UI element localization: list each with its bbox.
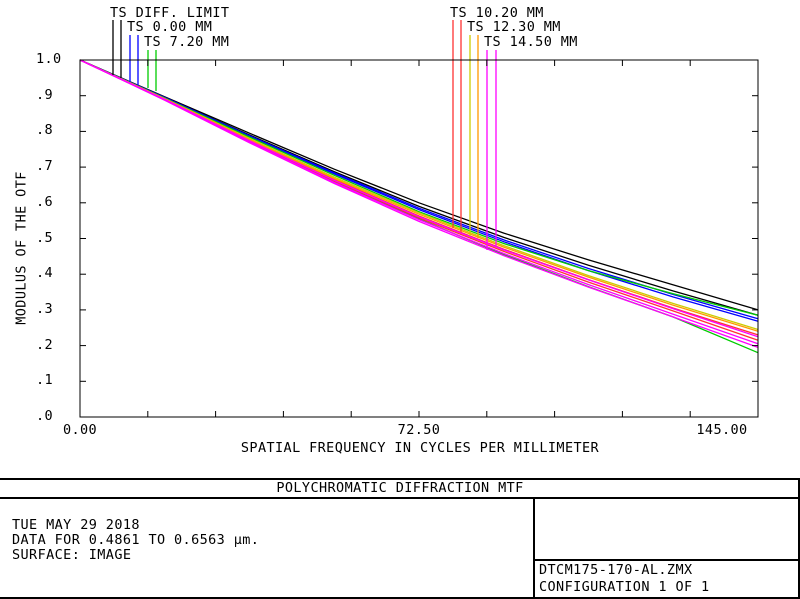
y-tick-label: 1.0 <box>36 51 62 67</box>
legend-label-ts-7: TS 7.20 MM <box>144 34 230 50</box>
y-tick-label: .4 <box>36 265 54 282</box>
chart-title: POLYCHROMATIC DIFFRACTION MTF <box>276 480 524 496</box>
mtf-curve-3 <box>79 59 759 322</box>
x-tick-label-145: 145.00 <box>696 422 748 438</box>
frame-line-bottom <box>0 597 800 599</box>
frame-line-divider <box>533 499 535 599</box>
wavelength-range-text: DATA FOR 0.4861 TO 0.6563 μm. <box>12 532 260 548</box>
y-tick-label: .0 <box>36 408 54 424</box>
x-tick-label-0: 0.00 <box>62 422 98 438</box>
y-tick-label: .9 <box>36 86 54 103</box>
y-tick-label: .3 <box>36 300 54 317</box>
frame-line-top <box>0 478 800 480</box>
mtf-curve-10 <box>79 59 759 338</box>
mtf-curve-4 <box>79 59 759 316</box>
x-tick-label-72: 72.50 <box>397 422 441 438</box>
mtf-curve-6 <box>79 59 759 336</box>
legend-label-ts-12: TS 12.30 MM <box>467 19 561 35</box>
mtf-curves <box>79 59 759 354</box>
y-tick-label: .5 <box>36 229 54 246</box>
frame-line-file-box <box>533 559 800 561</box>
legend-label-ts-14: TS 14.50 MM <box>484 34 578 50</box>
y-axis-ticks <box>80 59 758 418</box>
mtf-curve-12 <box>79 59 759 349</box>
y-axis-label: MODULUS OF THE OTF <box>13 171 30 325</box>
plot-frame <box>79 59 759 418</box>
surface-text: SURFACE: IMAGE <box>12 547 132 563</box>
mtf-curve-0 <box>79 59 759 311</box>
legend-flags <box>112 20 497 250</box>
x-axis-label: SPATIAL FREQUENCY IN CYCLES PER MILLIMET… <box>240 440 600 456</box>
mtf-curve-11 <box>79 59 759 345</box>
mtf-chart <box>79 20 759 418</box>
y-tick-label: .1 <box>36 372 54 389</box>
legend-label-diff-limit: TS DIFF. LIMIT <box>110 5 230 21</box>
mtf-curve-1 <box>79 59 759 316</box>
frame-line-mid <box>0 497 800 499</box>
filename-text: DTCM175-170-AL.ZMX <box>539 562 693 578</box>
frame-line-right <box>798 478 800 599</box>
y-tick-label: .2 <box>36 336 54 353</box>
y-tick-label: .7 <box>36 158 54 175</box>
configuration-text: CONFIGURATION 1 OF 1 <box>539 579 710 595</box>
y-tick-label: .6 <box>36 193 54 210</box>
legend-label-ts-10: TS 10.20 MM <box>450 5 544 21</box>
legend-label-ts-0: TS 0.00 MM <box>127 19 213 35</box>
mtf-curve-9 <box>79 59 759 332</box>
x-axis-ticks <box>79 60 759 417</box>
y-tick-label: .8 <box>36 122 54 139</box>
date-text: TUE MAY 29 2018 <box>12 517 140 533</box>
